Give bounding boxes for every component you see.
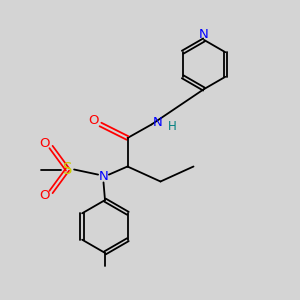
Text: N: N [153, 116, 163, 129]
Text: O: O [39, 189, 50, 202]
Text: O: O [39, 137, 50, 150]
Text: N: N [99, 170, 108, 184]
Text: H: H [168, 119, 177, 133]
Text: S: S [63, 162, 72, 177]
Text: O: O [89, 114, 99, 128]
Text: N: N [199, 28, 209, 41]
